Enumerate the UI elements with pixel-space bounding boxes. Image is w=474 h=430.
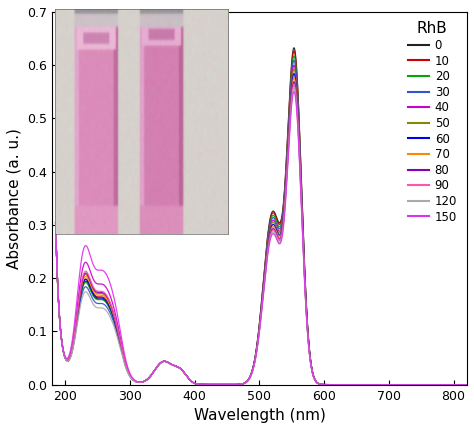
Legend: 0, 10, 20, 30, 40, 50, 60, 70, 80, 90, 120, 150: 0, 10, 20, 30, 40, 50, 60, 70, 80, 90, 1… [404, 18, 461, 227]
X-axis label: Wavelength (nm): Wavelength (nm) [193, 408, 325, 423]
Y-axis label: Absorbance (a. u.): Absorbance (a. u.) [7, 128, 22, 269]
